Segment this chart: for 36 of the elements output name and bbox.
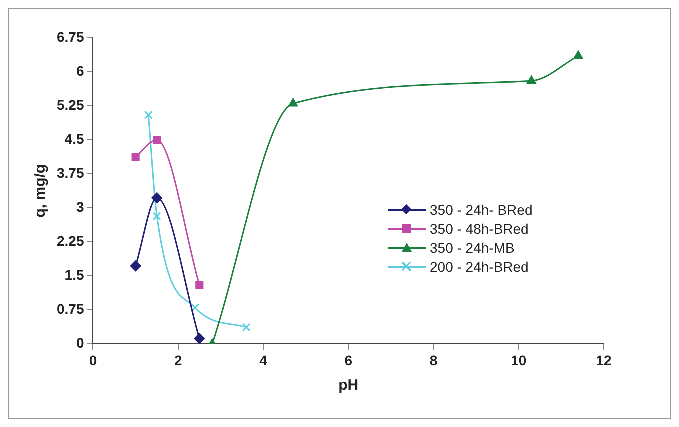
x-tick-label: 12 <box>596 352 612 368</box>
point <box>288 98 298 107</box>
point <box>526 76 536 84</box>
y-tick-label: 4.5 <box>64 130 84 147</box>
point <box>152 192 163 204</box>
x-tick-label: 10 <box>511 352 527 368</box>
y-tick-label: 0 <box>76 335 84 352</box>
point <box>574 50 584 60</box>
x-axis-title: pH <box>338 377 359 394</box>
x-tick-label: 6 <box>344 352 353 368</box>
y-tick-label: 2.25 <box>57 232 84 249</box>
y-tick-label: 0.75 <box>57 301 84 318</box>
point <box>152 212 162 221</box>
legend-label: 350 - 24h-MB <box>430 240 515 256</box>
point <box>242 323 251 332</box>
point <box>132 153 140 162</box>
y-tick-label: 1.5 <box>64 267 84 284</box>
x-tick-label: 2 <box>174 352 182 368</box>
legend-label: 350 - 24h- BRed <box>430 202 533 218</box>
point <box>196 281 204 290</box>
y-tick-label: 3.75 <box>57 164 84 181</box>
y-tick-label: 6.75 <box>57 28 84 45</box>
point <box>194 333 206 344</box>
y-tick-label: 6 <box>76 62 84 79</box>
y-axis-title: q, mg/g <box>32 164 50 218</box>
legend-label: 200 - 24h-BRed <box>430 258 529 274</box>
point <box>130 260 142 272</box>
y-tick-label: 5.25 <box>57 96 84 113</box>
point <box>144 110 153 120</box>
point <box>191 304 200 312</box>
x-tick-label: 0 <box>89 352 98 368</box>
point <box>153 136 162 144</box>
y-tick-label: 3 <box>76 198 84 215</box>
x-tick-label: 4 <box>260 352 268 368</box>
x-tick-label: 8 <box>430 352 438 368</box>
legend-label: 350 - 48h-BRed <box>430 220 529 236</box>
